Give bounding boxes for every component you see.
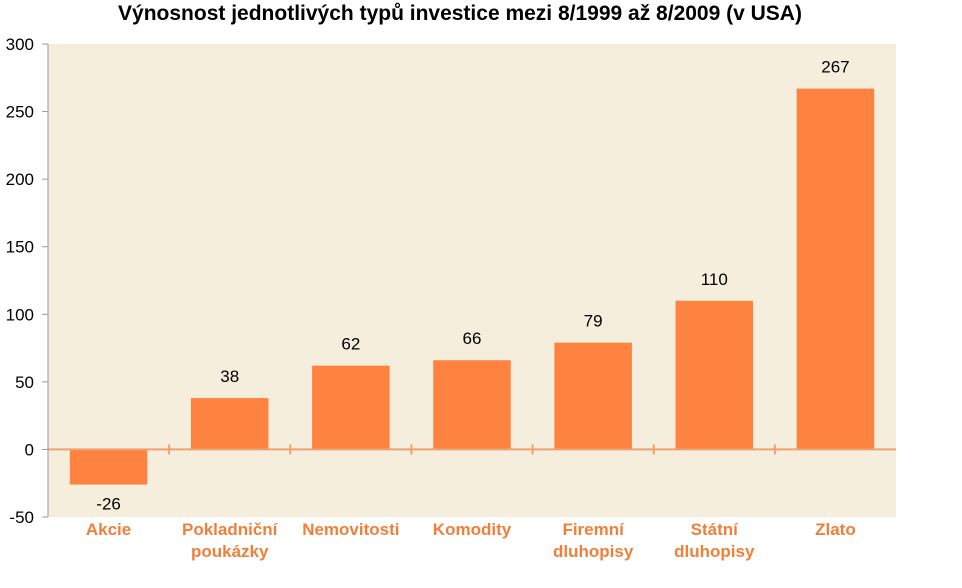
- y-tick-label-6: 250: [6, 103, 34, 122]
- bar-4: [554, 342, 632, 450]
- data-label-0: -26: [96, 495, 121, 514]
- category-label-2: Nemovitosti: [302, 520, 399, 539]
- category-label-line: Komodity: [433, 520, 512, 539]
- bar-5: [675, 300, 754, 450]
- y-ticks-group: -50 0 50 100 150 200 250 300: [6, 35, 48, 527]
- data-label-6: 267: [821, 58, 849, 77]
- category-label-line: Akcie: [86, 520, 131, 539]
- category-labels-group: Akcie Pokladniční poukázky Nemovitosti Komod…: [86, 520, 856, 561]
- bars-group: [69, 88, 875, 485]
- category-label-6: Zlato: [815, 520, 856, 539]
- bar-6: [796, 88, 875, 450]
- data-label-5: 110: [701, 270, 728, 289]
- category-label-3: Komodity: [433, 520, 512, 539]
- category-label-line: dluhopisy: [674, 542, 755, 561]
- y-tick-label-2: 50: [15, 373, 34, 392]
- category-label-5: Státní dluhopisy: [674, 520, 755, 561]
- category-label-line: Státní: [691, 520, 740, 539]
- chart-title: Výnosnost jednotlivých typů investice me…: [118, 2, 802, 25]
- y-tick-label-4: 150: [6, 238, 34, 257]
- category-label-line: Pokladniční: [182, 520, 279, 539]
- data-label-4: 79: [584, 312, 603, 331]
- category-label-line: Nemovitosti: [302, 520, 399, 539]
- data-label-2: 62: [341, 335, 360, 354]
- category-label-4: Firemní dluhopisy: [553, 520, 634, 561]
- category-label-line: Zlato: [815, 520, 856, 539]
- y-tick-label-1: 0: [25, 440, 34, 459]
- data-label-1: 38: [220, 367, 239, 386]
- category-label-line: Firemní: [562, 520, 625, 539]
- category-label-line: poukázky: [191, 542, 269, 561]
- data-labels-group: -26 38 62 66 79 110 267: [96, 58, 849, 514]
- y-tick-label-3: 100: [6, 305, 34, 324]
- bar-3: [433, 360, 511, 450]
- category-label-line: dluhopisy: [553, 542, 634, 561]
- x-ticks-group: [168, 444, 776, 455]
- y-tick-label-5: 200: [6, 170, 34, 189]
- y-tick-label-0: -50: [9, 508, 34, 527]
- y-tick-label-7: 300: [6, 35, 34, 54]
- data-label-3: 66: [463, 329, 482, 348]
- category-label-0: Akcie: [86, 520, 131, 539]
- bar-2: [312, 365, 390, 450]
- category-label-1: Pokladniční poukázky: [182, 520, 279, 561]
- bar-0: [69, 449, 148, 485]
- bar-1: [190, 398, 269, 450]
